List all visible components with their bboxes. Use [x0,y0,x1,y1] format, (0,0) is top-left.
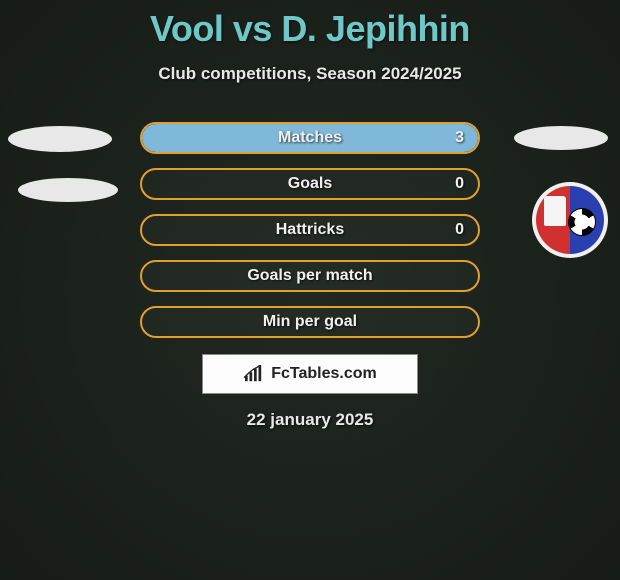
chart-icon [243,365,265,383]
stat-bar-value: 3 [455,124,464,152]
club-left-logo-placeholder [18,178,118,202]
attribution-text: FcTables.com [271,365,377,383]
club-crest-graphic [536,186,604,254]
stat-bar: Min per goal [140,306,480,338]
stat-bar-value: 0 [455,216,464,244]
attribution-badge: FcTables.com [202,354,418,394]
stat-bar-label: Goals per match [142,262,478,290]
page-title: Vool vs D. Jepihhin [0,0,620,50]
stat-bar: Goals0 [140,168,480,200]
stat-bar: Goals per match [140,260,480,292]
stat-bar-label: Matches [142,124,478,152]
snapshot-date: 22 january 2025 [0,410,620,430]
club-right-logo [532,182,608,258]
player-left-avatar-placeholder [8,126,112,152]
stat-bar: Matches3 [140,122,480,154]
stat-bar-value: 0 [455,170,464,198]
stat-bar-label: Hattricks [142,216,478,244]
comparison-bars: Matches3Goals0Hattricks0Goals per matchM… [140,122,480,352]
stat-bar: Hattricks0 [140,214,480,246]
player-right-avatar-placeholder [514,126,608,150]
page-subtitle: Club competitions, Season 2024/2025 [0,64,620,84]
stat-bar-label: Goals [142,170,478,198]
stat-bar-label: Min per goal [142,308,478,336]
